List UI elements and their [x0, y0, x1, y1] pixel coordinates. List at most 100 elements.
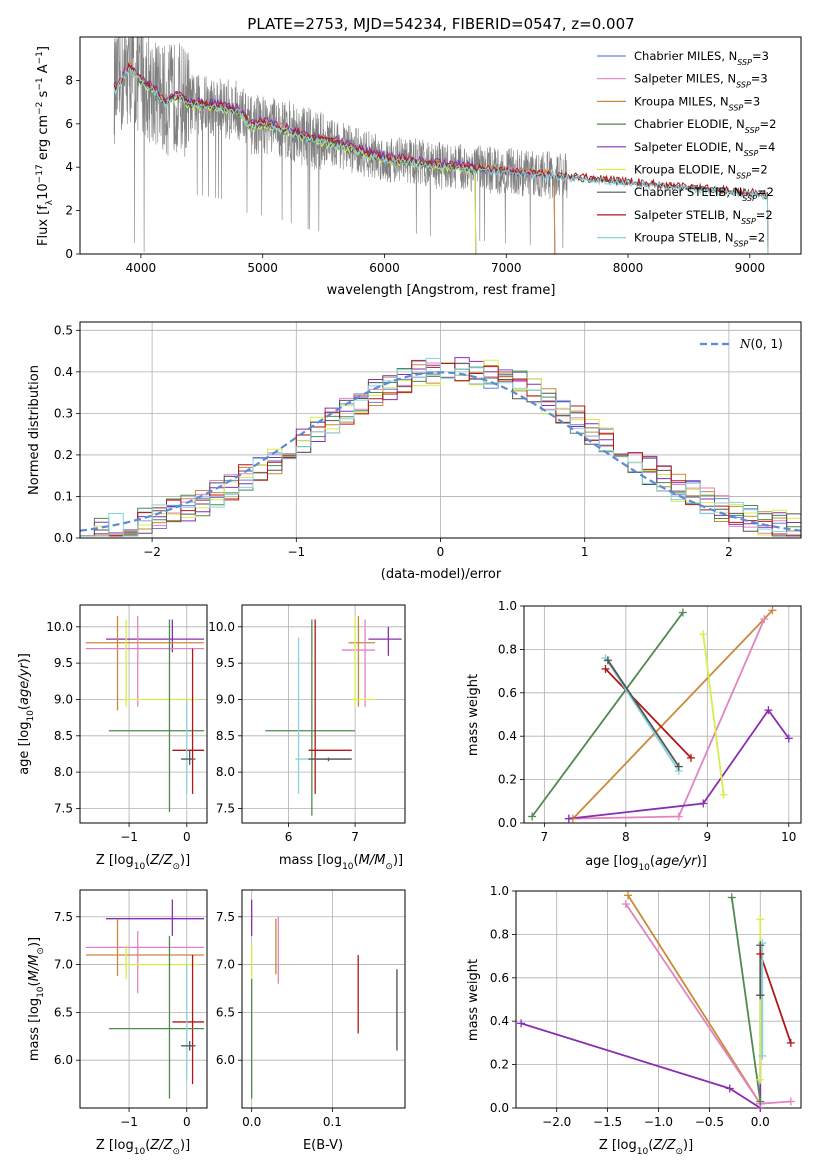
legend: N(0, 1) — [700, 337, 783, 351]
x-tick-label: 9000 — [735, 261, 766, 275]
residual-histogram-step — [80, 357, 801, 537]
axes-frame — [241, 604, 406, 824]
gaussian-reference-line — [80, 371, 801, 532]
weight-line — [759, 953, 792, 1044]
x-axis-label: (data-model)/error — [381, 567, 502, 582]
y-tick-label: 4 — [65, 160, 73, 174]
legend-label: Salpeter STELIB, NSSP=2 — [634, 208, 773, 226]
y-axis-label: mass [log10(M/M⊙)] — [27, 937, 46, 1061]
x-axis-label: E(B-V) — [303, 1138, 343, 1153]
legend-label: Salpeter ELODIE, NSSP=4 — [634, 140, 775, 158]
y-tick-label: 10.0 — [46, 620, 73, 634]
axes: −2.0 −1.5 −1.0 −0.5 0.0 0.0 0.2 0.4 0.6 0.8 1.0 Z [… — [466, 884, 802, 1157]
weight-marker — [528, 812, 537, 821]
y-tick-label: 0.1 — [54, 489, 73, 503]
x-tick-label: 0.1 — [323, 1115, 342, 1129]
y-tick-label: 7.5 — [54, 910, 73, 924]
y-tick-label: 7.5 — [216, 801, 235, 815]
x-tick-label: 5000 — [247, 261, 278, 275]
legend-label: Chabrier MILES, NSSP=3 — [634, 49, 769, 67]
axes-frame — [79, 604, 208, 824]
weight-marker — [603, 656, 612, 665]
x-tick-label: −1.5 — [593, 1115, 622, 1129]
x-tick-label: 0 — [183, 830, 191, 844]
weight-marker — [756, 1097, 765, 1106]
y-tick-label: 6.5 — [54, 1005, 73, 1019]
y-tick-label: 1.0 — [498, 599, 517, 613]
weight-line — [568, 708, 790, 820]
weight-marker — [687, 753, 696, 762]
y-axis-label: mass weight — [466, 674, 481, 756]
y-tick-label: 0.4 — [490, 1014, 509, 1028]
y-tick-label: 0.4 — [54, 365, 73, 379]
weight-marker — [719, 790, 728, 799]
y-tick-label: 6.0 — [216, 1053, 235, 1067]
y-tick-label: 0 — [65, 247, 73, 261]
x-tick-label: 0.0 — [242, 1115, 261, 1129]
weight-marker — [699, 630, 708, 639]
axes: 7 8 9 10 0.0 0.2 0.4 0.6 0.8 1.0 age [log10(age/yr… — [466, 599, 802, 873]
y-tick-label: 8.0 — [54, 765, 73, 779]
weight-marker — [725, 1084, 734, 1093]
axes: −1 0 6.0 6.5 7.0 7.5 Z [log10(Z/Z⊙)] mass [log1… — [27, 889, 208, 1157]
x-tick-label: −1 — [120, 1115, 138, 1129]
weight-line — [604, 657, 680, 772]
x-tick-label: −2 — [143, 545, 161, 559]
axes: 4000 5000 6000 7000 8000 9000 0 2 4 6 8 wavelength … — [35, 36, 802, 298]
y-axis-label: Normed distribution — [27, 365, 42, 495]
weight-line — [627, 894, 762, 1105]
legend-label: Salpeter MILES, NSSP=3 — [634, 72, 768, 90]
x-tick-label: 0 — [183, 1115, 191, 1129]
weight-marker — [756, 949, 765, 958]
legend-label: Kroupa ELODIE, NSSP=2 — [634, 163, 768, 181]
weight-marker — [621, 900, 630, 909]
y-tick-label: 6 — [65, 117, 73, 131]
x-tick-label: 4000 — [126, 261, 157, 275]
x-tick-label: 0.0 — [751, 1115, 770, 1129]
y-tick-label: 8.5 — [54, 729, 73, 743]
y-tick-label: 0.6 — [490, 971, 509, 985]
x-tick-label: −1 — [120, 830, 138, 844]
y-tick-label: 0.3 — [54, 406, 73, 420]
panel-weight_vs_Z: −2.0 −1.5 −1.0 −0.5 0.0 0.0 0.2 0.4 0.6 0.8 1.0 Z [… — [466, 884, 802, 1157]
y-tick-label: 9.5 — [216, 656, 235, 670]
x-axis-label: Z [log10(Z/Z⊙)] — [599, 1138, 693, 1157]
y-tick-label: 0.0 — [54, 531, 73, 545]
axes-frame — [241, 889, 406, 1109]
plot-area — [113, 37, 769, 254]
weight-marker — [674, 812, 683, 821]
y-tick-label: 6.0 — [54, 1053, 73, 1067]
weight-marker — [756, 1075, 765, 1084]
legend: Chabrier MILES, NSSP=3 Salpeter MILES, NS… — [597, 49, 776, 248]
x-tick-label: −2.0 — [542, 1115, 571, 1129]
weight-line — [702, 634, 725, 795]
panel-spectrum: 4000 5000 6000 7000 8000 9000 0 2 4 6 8 wavelength … — [35, 36, 802, 298]
y-tick-label: 2 — [65, 204, 73, 218]
weight-marker — [764, 706, 773, 715]
panel-age_vs_mass: 6 7 7.5 8.0 8.5 9.0 9.5 10.0 mass [log10(M/M⊙)] — [208, 604, 406, 872]
weight-marker — [623, 891, 632, 900]
weight-marker — [674, 762, 683, 771]
weight-marker — [756, 915, 765, 924]
plot-area — [251, 899, 398, 1099]
y-tick-label: 8 — [65, 73, 73, 87]
y-tick-label: 0.4 — [498, 729, 517, 743]
y-tick-label: 1.0 — [490, 884, 509, 898]
axes: −1 0 7.5 8.0 8.5 9.0 9.5 10.0 Z [log10(Z/Z⊙)] age… — [17, 604, 208, 872]
legend-label: Chabrier ELODIE, NSSP=2 — [634, 117, 776, 135]
y-tick-label: 9.5 — [54, 656, 73, 670]
weight-marker — [784, 734, 793, 743]
y-tick-label: 6.5 — [216, 1005, 235, 1019]
x-axis-label: Z [log10(Z/Z⊙)] — [96, 1138, 190, 1157]
weight-marker — [601, 664, 610, 673]
y-tick-label: 0.8 — [490, 927, 509, 941]
y-tick-label: 7.5 — [216, 910, 235, 924]
y-tick-label: 0.2 — [490, 1058, 509, 1072]
y-tick-label: 8.5 — [216, 729, 235, 743]
weight-line — [604, 668, 692, 759]
x-axis-label: Z [log10(Z/Z⊙)] — [96, 853, 190, 872]
axes-frame — [79, 36, 802, 255]
panel-age_vs_Z: −1 0 7.5 8.0 8.5 9.0 9.5 10.0 Z [log10(Z/Z⊙)] age… — [17, 604, 208, 872]
plot-area — [85, 615, 205, 813]
panel-weight_vs_age: 7 8 9 10 0.0 0.2 0.4 0.6 0.8 1.0 age [log10(age/yr… — [466, 599, 802, 873]
